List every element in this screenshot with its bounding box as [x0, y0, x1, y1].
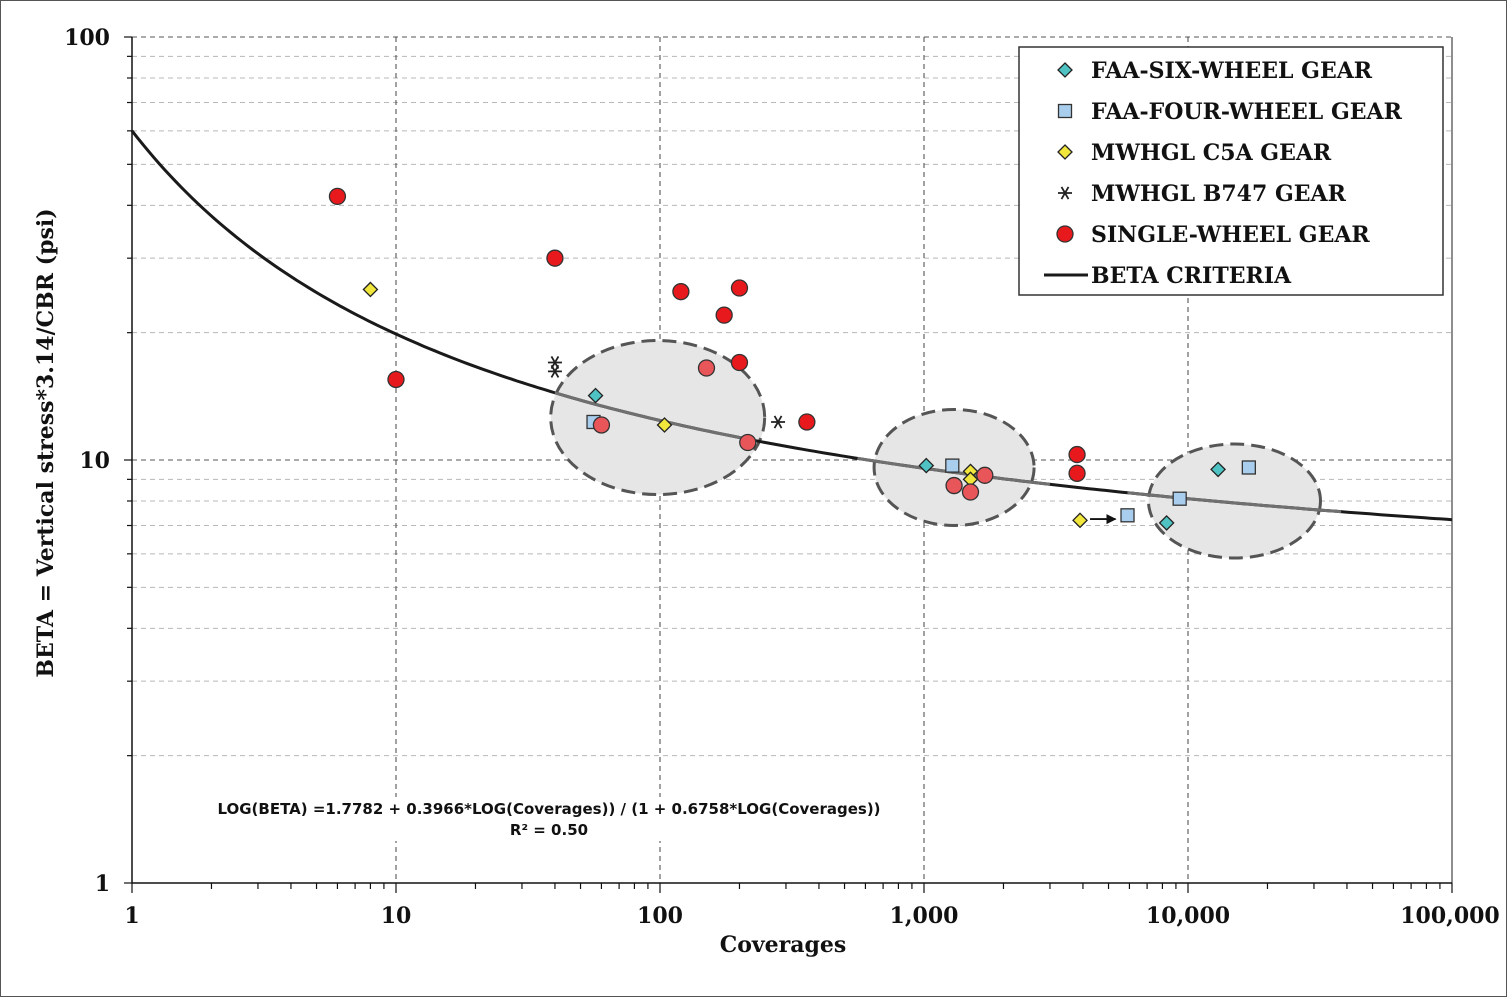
single-wheel-gear-point	[715, 306, 733, 324]
legend-faa-four-wheel-gear-marker	[1057, 103, 1073, 119]
legend-label: FAA-SIX-WHEEL GEAR	[1091, 58, 1373, 84]
single-wheel-gear-point	[945, 476, 963, 495]
single-wheel-gear-point	[961, 483, 980, 501]
mwhgl-c5a-gear-point	[656, 417, 673, 433]
data-points	[328, 187, 1256, 531]
mwhgl-c5a-gear-point	[362, 281, 379, 298]
legend-label: BETA CRITERIA	[1091, 263, 1292, 289]
legend-label: MWHGL B747 GEAR	[1091, 181, 1347, 207]
y-tick-label: 100	[64, 25, 110, 51]
x-axis-title: Coverages	[720, 932, 847, 958]
faa-four-wheel-gear-point	[1172, 491, 1187, 506]
shift-arrow-head	[1106, 514, 1117, 525]
faa-four-wheel-gear-point	[1241, 460, 1256, 475]
single-wheel-gear-point	[328, 187, 347, 206]
faa-four-wheel-gear-point	[945, 458, 960, 473]
single-wheel-gear-point	[798, 413, 816, 431]
x-tick-label: 10	[381, 903, 412, 929]
single-wheel-gear-point	[592, 416, 611, 434]
equation-background	[191, 797, 911, 841]
x-tick-label: 1,000	[890, 903, 959, 929]
legend-label: MWHGL C5A GEAR	[1091, 140, 1332, 166]
mwhgl-b747-gear-point	[547, 356, 562, 370]
legend-box	[1018, 46, 1444, 296]
legend: FAA-SIX-WHEEL GEAR FAA-FOUR-WHEEL GEAR MWH…	[1018, 46, 1444, 296]
faa-six-wheel-gear-point	[1158, 514, 1175, 531]
x-tick-label: 1	[124, 903, 139, 929]
y-tick-label: 10	[79, 448, 110, 474]
legend-mwhgl-b747-gear-marker	[1058, 186, 1072, 200]
x-tick-label: 10,000	[1146, 903, 1230, 929]
faa-six-wheel-gear-point	[587, 387, 604, 404]
single-wheel-gear-point	[1068, 445, 1086, 464]
faa-six-wheel-gear-point	[918, 457, 935, 474]
x-tick-label: 100,000	[1400, 903, 1500, 929]
single-wheel-gear-point	[739, 433, 757, 452]
single-wheel-gear-point	[387, 370, 405, 389]
single-wheel-gear-point	[730, 279, 749, 297]
legend-items: FAA-SIX-WHEEL GEAR FAA-FOUR-WHEEL GEAR MWH…	[1044, 58, 1403, 289]
x-tick-label: 100	[637, 903, 683, 929]
r-squared-text: R² = 0.50	[510, 821, 588, 839]
y-axis-title: BETA = Vertical stress*3.14/CBR (psi)	[33, 208, 59, 677]
y-tick-label: 1	[95, 871, 110, 897]
single-wheel-gear-point	[546, 249, 564, 267]
faa-four-wheel-gear-point	[1120, 508, 1135, 523]
legend-label: FAA-FOUR-WHEEL GEAR	[1091, 99, 1403, 125]
beta-criteria-highlight-segment	[554, 391, 746, 441]
single-wheel-gear-point	[672, 283, 690, 301]
mwhgl-b747-gear-point	[547, 364, 562, 378]
single-wheel-gear-point	[730, 353, 749, 372]
mwhgl-c5a-gear-point	[1072, 512, 1088, 529]
beta-criteria-highlight-segment	[1127, 491, 1342, 514]
highlight-ellipse	[549, 339, 767, 497]
axes: 1 10 100 1,000 10,000 100,000 1 10 100	[64, 25, 1500, 929]
highlight-ellipse	[1146, 442, 1322, 560]
mwhgl-b747-gear-point	[771, 415, 786, 429]
faa-six-wheel-gear-point	[1210, 461, 1226, 478]
legend-mwhgl-c5a-gear-marker	[1057, 144, 1073, 160]
highlight-ellipses	[549, 339, 1322, 560]
single-wheel-gear-point	[697, 359, 716, 377]
single-wheel-gear-point	[1068, 464, 1086, 482]
single-wheel-gear-point	[976, 466, 994, 484]
legend-faa-six-wheel-gear-marker	[1057, 62, 1073, 78]
legend-label: SINGLE-WHEEL GEAR	[1091, 222, 1370, 248]
legend-single-wheel-gear-marker	[1056, 225, 1074, 243]
equation-text: LOG(BETA) =1.7782 + 0.3966*LOG(Coverages…	[217, 800, 880, 818]
